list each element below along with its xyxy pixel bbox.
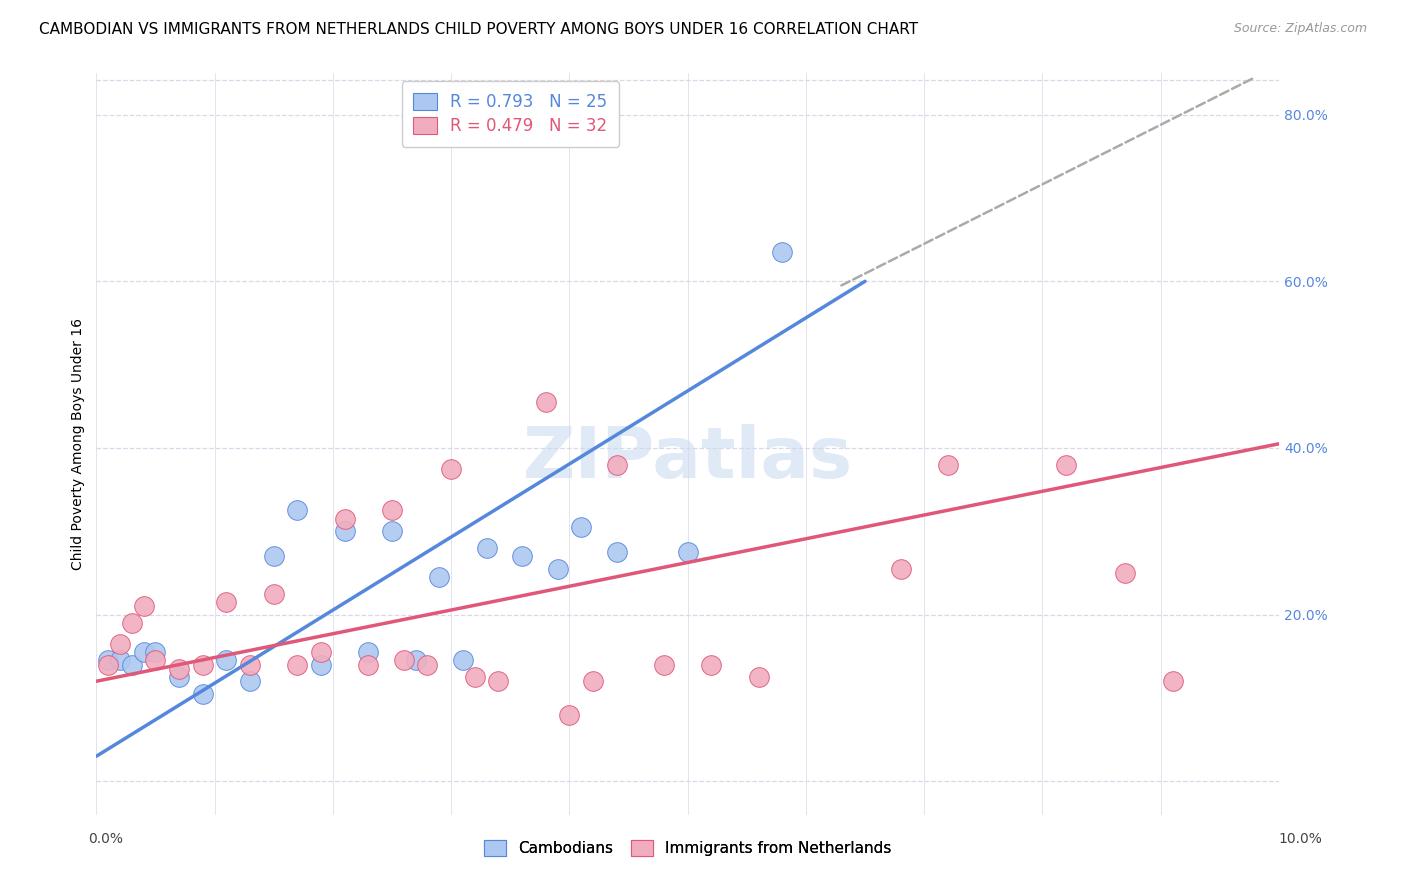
Point bbox=[263, 587, 285, 601]
Point bbox=[700, 657, 723, 672]
Point bbox=[534, 395, 557, 409]
Point bbox=[936, 458, 959, 472]
Point bbox=[569, 520, 592, 534]
Point bbox=[333, 512, 356, 526]
Point bbox=[416, 657, 439, 672]
Point bbox=[357, 657, 380, 672]
Point bbox=[558, 707, 581, 722]
Point bbox=[263, 549, 285, 564]
Point bbox=[748, 670, 770, 684]
Text: ZIPatlas: ZIPatlas bbox=[523, 424, 852, 493]
Point bbox=[381, 524, 404, 539]
Point bbox=[427, 570, 450, 584]
Point bbox=[121, 615, 143, 630]
Point bbox=[510, 549, 533, 564]
Point bbox=[121, 657, 143, 672]
Y-axis label: Child Poverty Among Boys Under 16: Child Poverty Among Boys Under 16 bbox=[72, 318, 86, 570]
Point bbox=[606, 545, 628, 559]
Point bbox=[108, 637, 131, 651]
Point bbox=[333, 524, 356, 539]
Point bbox=[1161, 674, 1184, 689]
Point bbox=[97, 653, 120, 667]
Point bbox=[547, 562, 569, 576]
Text: 10.0%: 10.0% bbox=[1278, 832, 1323, 846]
Point bbox=[239, 657, 262, 672]
Point bbox=[381, 503, 404, 517]
Point bbox=[676, 545, 699, 559]
Point bbox=[488, 674, 510, 689]
Point bbox=[770, 245, 793, 260]
Point bbox=[652, 657, 675, 672]
Point bbox=[145, 653, 167, 667]
Text: CAMBODIAN VS IMMIGRANTS FROM NETHERLANDS CHILD POVERTY AMONG BOYS UNDER 16 CORRE: CAMBODIAN VS IMMIGRANTS FROM NETHERLANDS… bbox=[39, 22, 918, 37]
Point bbox=[405, 653, 427, 667]
Text: 0.0%: 0.0% bbox=[89, 832, 122, 846]
Point bbox=[145, 645, 167, 659]
Point bbox=[475, 541, 498, 555]
Point bbox=[167, 662, 190, 676]
Point bbox=[97, 657, 120, 672]
Point bbox=[606, 458, 628, 472]
Point bbox=[132, 599, 155, 614]
Point bbox=[890, 562, 912, 576]
Point bbox=[464, 670, 486, 684]
Point bbox=[309, 657, 332, 672]
Point bbox=[1054, 458, 1077, 472]
Point bbox=[215, 595, 238, 609]
Point bbox=[392, 653, 415, 667]
Point bbox=[582, 674, 605, 689]
Legend: Cambodians, Immigrants from Netherlands: Cambodians, Immigrants from Netherlands bbox=[478, 834, 897, 863]
Point bbox=[1114, 566, 1136, 580]
Point bbox=[132, 645, 155, 659]
Point bbox=[357, 645, 380, 659]
Point bbox=[191, 687, 214, 701]
Point bbox=[191, 657, 214, 672]
Text: Source: ZipAtlas.com: Source: ZipAtlas.com bbox=[1233, 22, 1367, 36]
Point bbox=[167, 670, 190, 684]
Point bbox=[215, 653, 238, 667]
Point bbox=[239, 674, 262, 689]
Point bbox=[440, 462, 463, 476]
Point bbox=[309, 645, 332, 659]
Point bbox=[287, 657, 309, 672]
Point bbox=[108, 653, 131, 667]
Point bbox=[287, 503, 309, 517]
Point bbox=[451, 653, 474, 667]
